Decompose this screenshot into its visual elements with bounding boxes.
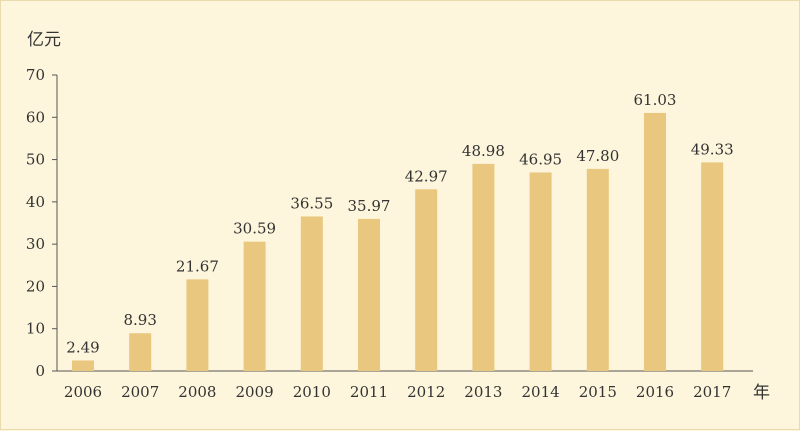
bar	[586, 168, 609, 371]
x-tick-label: 2015	[579, 383, 617, 401]
bar	[186, 279, 209, 371]
data-label: 35.97	[348, 197, 391, 215]
data-label: 2.49	[66, 338, 99, 356]
data-label: 46.95	[519, 150, 562, 168]
bar	[415, 189, 438, 371]
bar	[243, 241, 266, 371]
y-axis-unit-label: 亿元	[27, 30, 61, 50]
data-label: 42.97	[405, 167, 448, 185]
data-label: 8.93	[123, 311, 156, 329]
data-labels: 2.49 8.93 21.67 30.59 36.55 35.97 42.97 48.98 46…	[66, 91, 733, 357]
bar	[72, 360, 94, 371]
y-axis: 0 10 20 30 40 50 60 70	[26, 66, 58, 380]
bars	[72, 112, 724, 371]
x-tick-label: 2007	[121, 383, 159, 401]
bar	[300, 216, 323, 371]
data-label: 49.33	[691, 140, 734, 158]
data-label: 61.03	[634, 91, 677, 109]
x-axis-unit-label: 年	[753, 383, 770, 403]
bar	[529, 172, 552, 371]
y-tick-label: 40	[26, 193, 45, 211]
x-tick-label: 2008	[178, 383, 216, 401]
y-tick-label: 60	[26, 108, 45, 126]
bar	[129, 333, 152, 371]
y-tick-label: 30	[26, 235, 45, 253]
bar	[701, 162, 724, 371]
y-tick-label: 20	[26, 277, 45, 295]
data-label: 47.80	[576, 147, 619, 165]
y-tick-label: 10	[26, 320, 45, 338]
x-tick-label: 2014	[522, 383, 560, 401]
x-tick-label: 2009	[236, 383, 274, 401]
y-tick-label: 70	[26, 66, 45, 84]
x-tick-label: 2011	[350, 383, 388, 401]
x-tick-label: 2010	[293, 383, 331, 401]
data-label: 48.98	[462, 142, 505, 160]
y-tick-label: 0	[35, 362, 45, 380]
x-tick-label: 2013	[464, 383, 502, 401]
data-label: 36.55	[290, 194, 333, 212]
bar	[358, 218, 380, 371]
bar	[644, 112, 666, 371]
x-tick-label: 2006	[64, 383, 102, 401]
y-tick-label: 50	[26, 151, 45, 169]
x-tick-label: 2016	[636, 383, 674, 401]
x-tick-label: 2017	[693, 383, 731, 401]
data-label: 30.59	[233, 220, 276, 238]
data-label: 21.67	[176, 257, 219, 275]
x-tick-label: 2012	[407, 383, 445, 401]
bar	[472, 163, 495, 371]
x-axis: 2006 2007 2008 2009 2010 2011 2012 2013 2014 2015…	[57, 370, 753, 401]
